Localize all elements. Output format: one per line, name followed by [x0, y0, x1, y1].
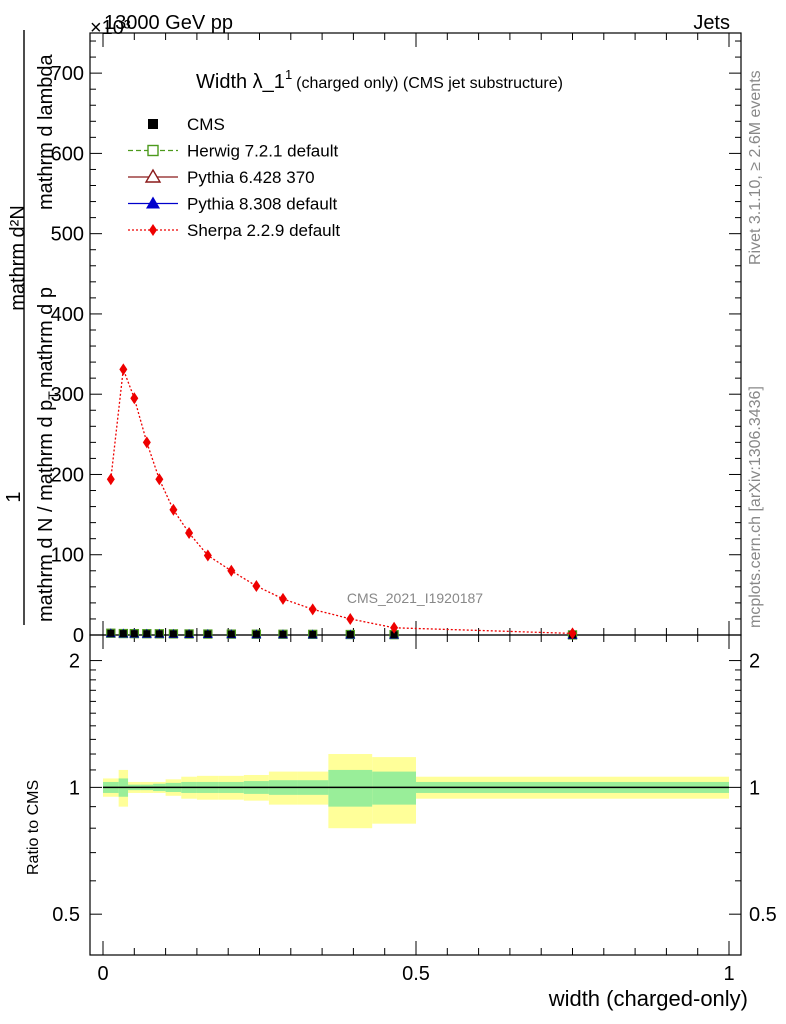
y-tick-label: 600 — [51, 143, 84, 165]
x-axis-title: width (charged-only) — [548, 986, 748, 1011]
y-tick-label: 300 — [51, 384, 84, 406]
ratio-tick-label: 1 — [749, 777, 760, 799]
sherpa-point — [106, 473, 115, 486]
energy-label: 13000 GeV pp — [104, 12, 233, 34]
y-tick-label: 200 — [51, 464, 84, 486]
sherpa-point — [185, 527, 194, 540]
cms-point — [252, 630, 260, 638]
y-tick-label: 700 — [51, 63, 84, 85]
sherpa-point — [568, 627, 577, 640]
cms-point — [169, 630, 177, 638]
y-tick-label: 100 — [51, 545, 84, 567]
legend-marker — [146, 196, 160, 209]
sherpa-point — [390, 621, 399, 634]
sherpa-point — [308, 603, 317, 616]
cms-point — [390, 631, 398, 639]
sherpa-point — [346, 612, 355, 625]
ratio-inner-band — [328, 769, 373, 807]
legend-label: Sherpa 2.2.9 default — [187, 221, 340, 240]
sherpa-point — [169, 503, 178, 516]
legend-label: Pythia 6.428 370 — [187, 168, 315, 187]
mcplots-label: mcplots.cern.ch [arXiv:1306.3436] — [747, 386, 764, 628]
ratio-axis-title: Ratio to CMS — [25, 780, 42, 875]
legend-marker — [149, 224, 157, 236]
cms-point — [119, 630, 127, 638]
y-tick-label: 400 — [51, 304, 84, 326]
cms-point — [107, 629, 115, 637]
analysis-watermark: CMS_2021_I1920187 — [347, 590, 483, 606]
legend-label: CMS — [187, 115, 225, 134]
cms-point — [143, 630, 151, 638]
y-tick-label: 500 — [51, 224, 84, 246]
ratio-uncertainty-bands — [103, 754, 729, 829]
cms-point — [279, 630, 287, 638]
y-axis-numerator-top: mathrm d²N — [7, 205, 29, 311]
sherpa-point — [142, 436, 151, 449]
y-axis-title: 1 mathrm d²N mathrm d N / mathrm d pTmat… — [3, 30, 61, 625]
x-tick-label: 0.5 — [402, 963, 430, 985]
cms-point — [130, 630, 138, 638]
sherpa-point — [119, 363, 128, 376]
legend-marker — [147, 144, 159, 157]
rivet-version-label: Rivet 3.1.10, ≥ 2.6M events — [747, 70, 764, 265]
cms-point — [227, 630, 235, 638]
sherpa-point — [278, 592, 287, 605]
y-axis-numerator: 1 — [3, 491, 25, 502]
legend-label: Herwig 7.2.1 default — [187, 142, 338, 161]
ratio-tick-label: 0.5 — [52, 904, 80, 926]
main-axis-ticks: 0 100 200 300 400 500 600 700 0 0.5 1 — [51, 33, 741, 985]
cms-point — [346, 631, 354, 639]
legend-entry: Pythia 8.308 default — [128, 195, 338, 214]
cms-point — [309, 630, 317, 638]
y-tick-label: 0 — [73, 625, 84, 647]
x-tick-label: 0 — [97, 963, 108, 985]
legend: CMS Herwig 7.2.1 default Pythia 6.428 370 P… — [128, 115, 340, 240]
data-series — [105, 363, 578, 640]
cms-point — [204, 630, 212, 638]
legend-marker — [144, 168, 162, 183]
y-axis-denominator-tail: mathrm d lambda — [35, 54, 57, 210]
legend-entry: Sherpa 2.2.9 default — [128, 221, 340, 240]
legend-label: Pythia 8.308 default — [187, 195, 338, 214]
cms-point — [155, 630, 163, 638]
ratio-tick-label: 2 — [69, 651, 80, 673]
ratio-tick-label: 2 — [749, 651, 760, 673]
process-label: Jets — [693, 12, 730, 34]
legend-entry: CMS — [148, 115, 225, 134]
legend-marker — [148, 119, 158, 129]
ratio-axis-ticks: 0.5 0.5 1 1 2 2 — [52, 651, 777, 927]
ratio-tick-label: 0.5 — [749, 904, 777, 926]
sherpa-point — [227, 564, 236, 577]
x-tick-label: 1 — [723, 963, 734, 985]
y-axis-denominator: mathrm d N / mathrm d pTmathrm d p — [35, 287, 61, 622]
sherpa-point — [252, 580, 261, 593]
sherpa-line — [110, 369, 573, 635]
cms-point — [185, 630, 193, 638]
legend-entry: Pythia 6.428 370 — [128, 168, 315, 187]
ratio-tick-label: 1 — [69, 777, 80, 799]
chart-title: Width λ_11(charged only) (CMS jet substr… — [196, 67, 563, 93]
sherpa-point — [130, 392, 139, 405]
sherpa-point — [203, 549, 212, 562]
sherpa-point — [155, 473, 164, 486]
legend-entry: Herwig 7.2.1 default — [128, 142, 338, 161]
